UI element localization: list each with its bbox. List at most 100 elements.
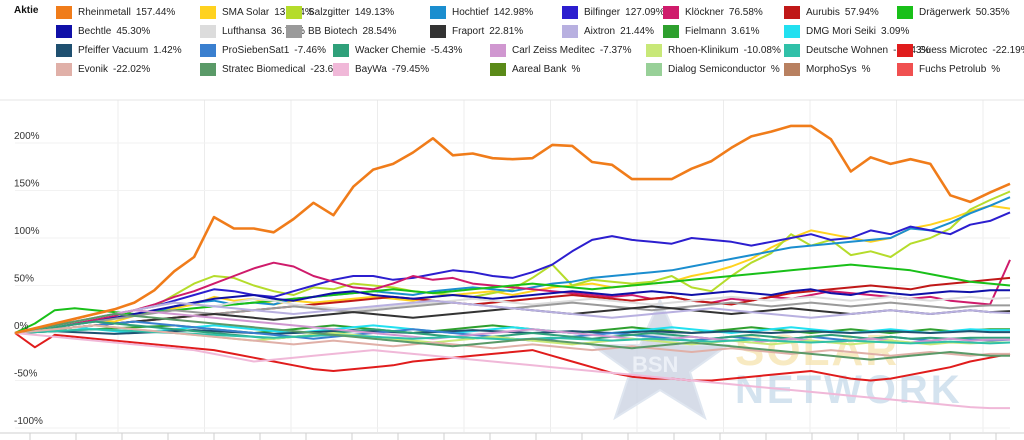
legend-item-salzgitter[interactable]: Salzgitter 149.13% bbox=[286, 4, 394, 20]
legend-series-value: -22.02% bbox=[113, 63, 151, 75]
legend-swatch bbox=[784, 62, 800, 76]
series-line-suess-microtec[interactable] bbox=[14, 332, 1011, 382]
legend-swatch bbox=[663, 24, 679, 38]
legend-swatch bbox=[784, 24, 800, 38]
legend-item-morphosys[interactable]: MorphoSys% bbox=[784, 61, 870, 77]
legend-series-name: BB Biotech bbox=[308, 25, 358, 37]
legend-series-name: Bilfinger bbox=[584, 6, 621, 18]
legend-swatch bbox=[646, 43, 662, 57]
legend-series-name: Fraport bbox=[452, 25, 485, 37]
legend-item-evonik[interactable]: Evonik -22.02% bbox=[56, 61, 150, 77]
legend-series-value: -7.46% bbox=[294, 44, 326, 56]
legend-series-name: Hochtief bbox=[452, 6, 489, 18]
legend-item-wacker-chemie[interactable]: Wacker Chemie -5.43% bbox=[333, 42, 462, 58]
legend-series-value: -79.45% bbox=[391, 63, 430, 75]
legend-swatch bbox=[897, 5, 913, 19]
x-axis bbox=[0, 432, 1024, 440]
legend-item-aixtron[interactable]: Aixtron 21.44% bbox=[562, 23, 654, 39]
series-line-bilfinger[interactable] bbox=[14, 211, 1011, 334]
series-line-wacker-chemie[interactable] bbox=[14, 320, 1010, 340]
legend-swatch bbox=[490, 62, 506, 76]
legend-series-value: 157.44% bbox=[135, 6, 176, 18]
series-line-rheinmetall[interactable] bbox=[14, 124, 1011, 335]
legend-item-dr-gerwerk[interactable]: Drägerwerk 50.35% bbox=[897, 4, 1010, 20]
legend-item-rhoen-klinikum[interactable]: Rhoen-Klinikum -10.08% bbox=[646, 42, 781, 58]
legend-item-dialog-semiconductor[interactable]: Dialog Semiconductor% bbox=[646, 61, 780, 77]
legend-series-name: Deutsche Wohnen bbox=[806, 44, 889, 56]
legend-swatch bbox=[286, 24, 302, 38]
y-tick-label: 100% bbox=[14, 226, 40, 237]
legend-series-name: BayWa bbox=[355, 63, 387, 75]
legend-swatch bbox=[200, 24, 216, 38]
legend-series-value: 1.42% bbox=[153, 44, 182, 56]
y-tick-label: -100% bbox=[14, 416, 43, 427]
legend-swatch bbox=[200, 62, 216, 76]
series-line-salzgitter[interactable] bbox=[14, 190, 1011, 334]
legend-item-stratec-biomedical[interactable]: Stratec Biomedical -23.67% bbox=[200, 61, 348, 77]
legend-series-value: -7.37% bbox=[599, 44, 632, 56]
legend-series-name: MorphoSys bbox=[806, 63, 857, 75]
legend-swatch bbox=[430, 24, 446, 38]
legend-series-name: Wacker Chemie bbox=[355, 44, 426, 56]
legend-series-value: 149.13% bbox=[354, 6, 395, 18]
legend-series-name: Salzgitter bbox=[308, 6, 350, 18]
legend-item-fielmann[interactable]: Fielmann 3.61% bbox=[663, 23, 760, 39]
legend-series-value: -22.19% bbox=[992, 44, 1024, 56]
legend-item-carl-zeiss-meditec[interactable]: Carl Zeiss Meditec -7.37% bbox=[490, 42, 632, 58]
legend-swatch bbox=[562, 5, 578, 19]
legend-item-aareal-bank[interactable]: Aareal Bank% bbox=[490, 61, 580, 77]
legend-series-name: Evonik bbox=[78, 63, 109, 75]
legend-series-name: ProSiebenSat1 bbox=[222, 44, 290, 56]
legend-series-name: DMG Mori Seiki bbox=[806, 25, 877, 37]
legend-item-hochtief[interactable]: Hochtief 142.98% bbox=[430, 4, 533, 20]
legend-item-bechtle[interactable]: Bechtle 45.30% bbox=[56, 23, 150, 39]
legend-item-kl-ckner[interactable]: Klöckner 76.58% bbox=[663, 4, 763, 20]
legend-item-prosiebensat1[interactable]: ProSiebenSat1 -7.46% bbox=[200, 42, 326, 58]
legend-series-name: Carl Zeiss Meditec bbox=[512, 44, 595, 56]
series-line-stratec-biomedical[interactable] bbox=[14, 313, 1010, 361]
legend-swatch bbox=[286, 5, 302, 19]
legend-item-suess-microtec[interactable]: Suess Microtec -22.19% bbox=[897, 42, 1024, 58]
legend-item-bilfinger[interactable]: Bilfinger 127.09% bbox=[562, 4, 665, 20]
y-axis-ticks: 200% 150% 100% 50% 0% -50% -100% bbox=[14, 131, 43, 427]
legend-series-value: 3.09% bbox=[881, 25, 910, 37]
legend-item-fraport[interactable]: Fraport 22.81% bbox=[430, 23, 523, 39]
legend-series-value: 50.35% bbox=[975, 6, 1010, 18]
legend-item-aurubis[interactable]: Aurubis 57.94% bbox=[784, 4, 879, 20]
legend-swatch bbox=[200, 43, 216, 57]
legend-series-name: SMA Solar bbox=[222, 6, 270, 18]
legend-swatch bbox=[897, 62, 913, 76]
series-line-dr-gerwerk[interactable] bbox=[14, 263, 1011, 334]
legend-item-pfeiffer-vacuum[interactable]: Pfeiffer Vacuum 1.42% bbox=[56, 42, 182, 58]
y-tick-label: 200% bbox=[14, 131, 40, 142]
legend-series-value: 76.58% bbox=[728, 6, 763, 18]
legend-item-dmg-mori-seiki[interactable]: DMG Mori Seiki 3.09% bbox=[784, 23, 909, 39]
legend-series-name: Aurubis bbox=[806, 6, 840, 18]
legend-item-bb-biotech[interactable]: BB Biotech 28.54% bbox=[286, 23, 396, 39]
series-line-aixtron[interactable] bbox=[14, 299, 1011, 334]
legend-series-name: Rhoen-Klinikum bbox=[668, 44, 739, 56]
series-line-evonik[interactable] bbox=[14, 324, 1010, 357]
legend-item-rheinmetall[interactable]: Rheinmetall 157.44% bbox=[56, 4, 175, 20]
legend-swatch bbox=[784, 43, 800, 57]
legend-series-value: 21.44% bbox=[620, 25, 655, 37]
series-line-baywa[interactable] bbox=[14, 332, 1010, 410]
legend-swatch bbox=[333, 62, 349, 76]
legend-series-value: 127.09% bbox=[625, 6, 665, 18]
legend-series-value: 28.54% bbox=[362, 25, 397, 37]
legend-series-name: Pfeiffer Vacuum bbox=[78, 44, 149, 56]
series-line-bechtle[interactable] bbox=[14, 288, 1010, 334]
legend-series-name: Aareal Bank bbox=[512, 63, 567, 75]
legend-series-name: Fielmann bbox=[685, 25, 727, 37]
series-line-kl-ckner[interactable] bbox=[14, 259, 1011, 334]
legend-item-baywa[interactable]: BayWa -79.45% bbox=[333, 61, 429, 77]
legend-series-name: Klöckner bbox=[685, 6, 724, 18]
legend-series-value: 57.94% bbox=[844, 6, 879, 18]
legend-series-name: Stratec Biomedical bbox=[222, 63, 306, 75]
y-tick-label: -50% bbox=[14, 369, 37, 380]
legend-swatch bbox=[56, 24, 72, 38]
legend-swatch bbox=[646, 62, 662, 76]
legend-item-fuchs-petrolub[interactable]: Fuchs Petrolub% bbox=[897, 61, 1000, 77]
legend-swatch bbox=[490, 43, 506, 57]
series-line-sma-solar[interactable] bbox=[14, 204, 1011, 334]
